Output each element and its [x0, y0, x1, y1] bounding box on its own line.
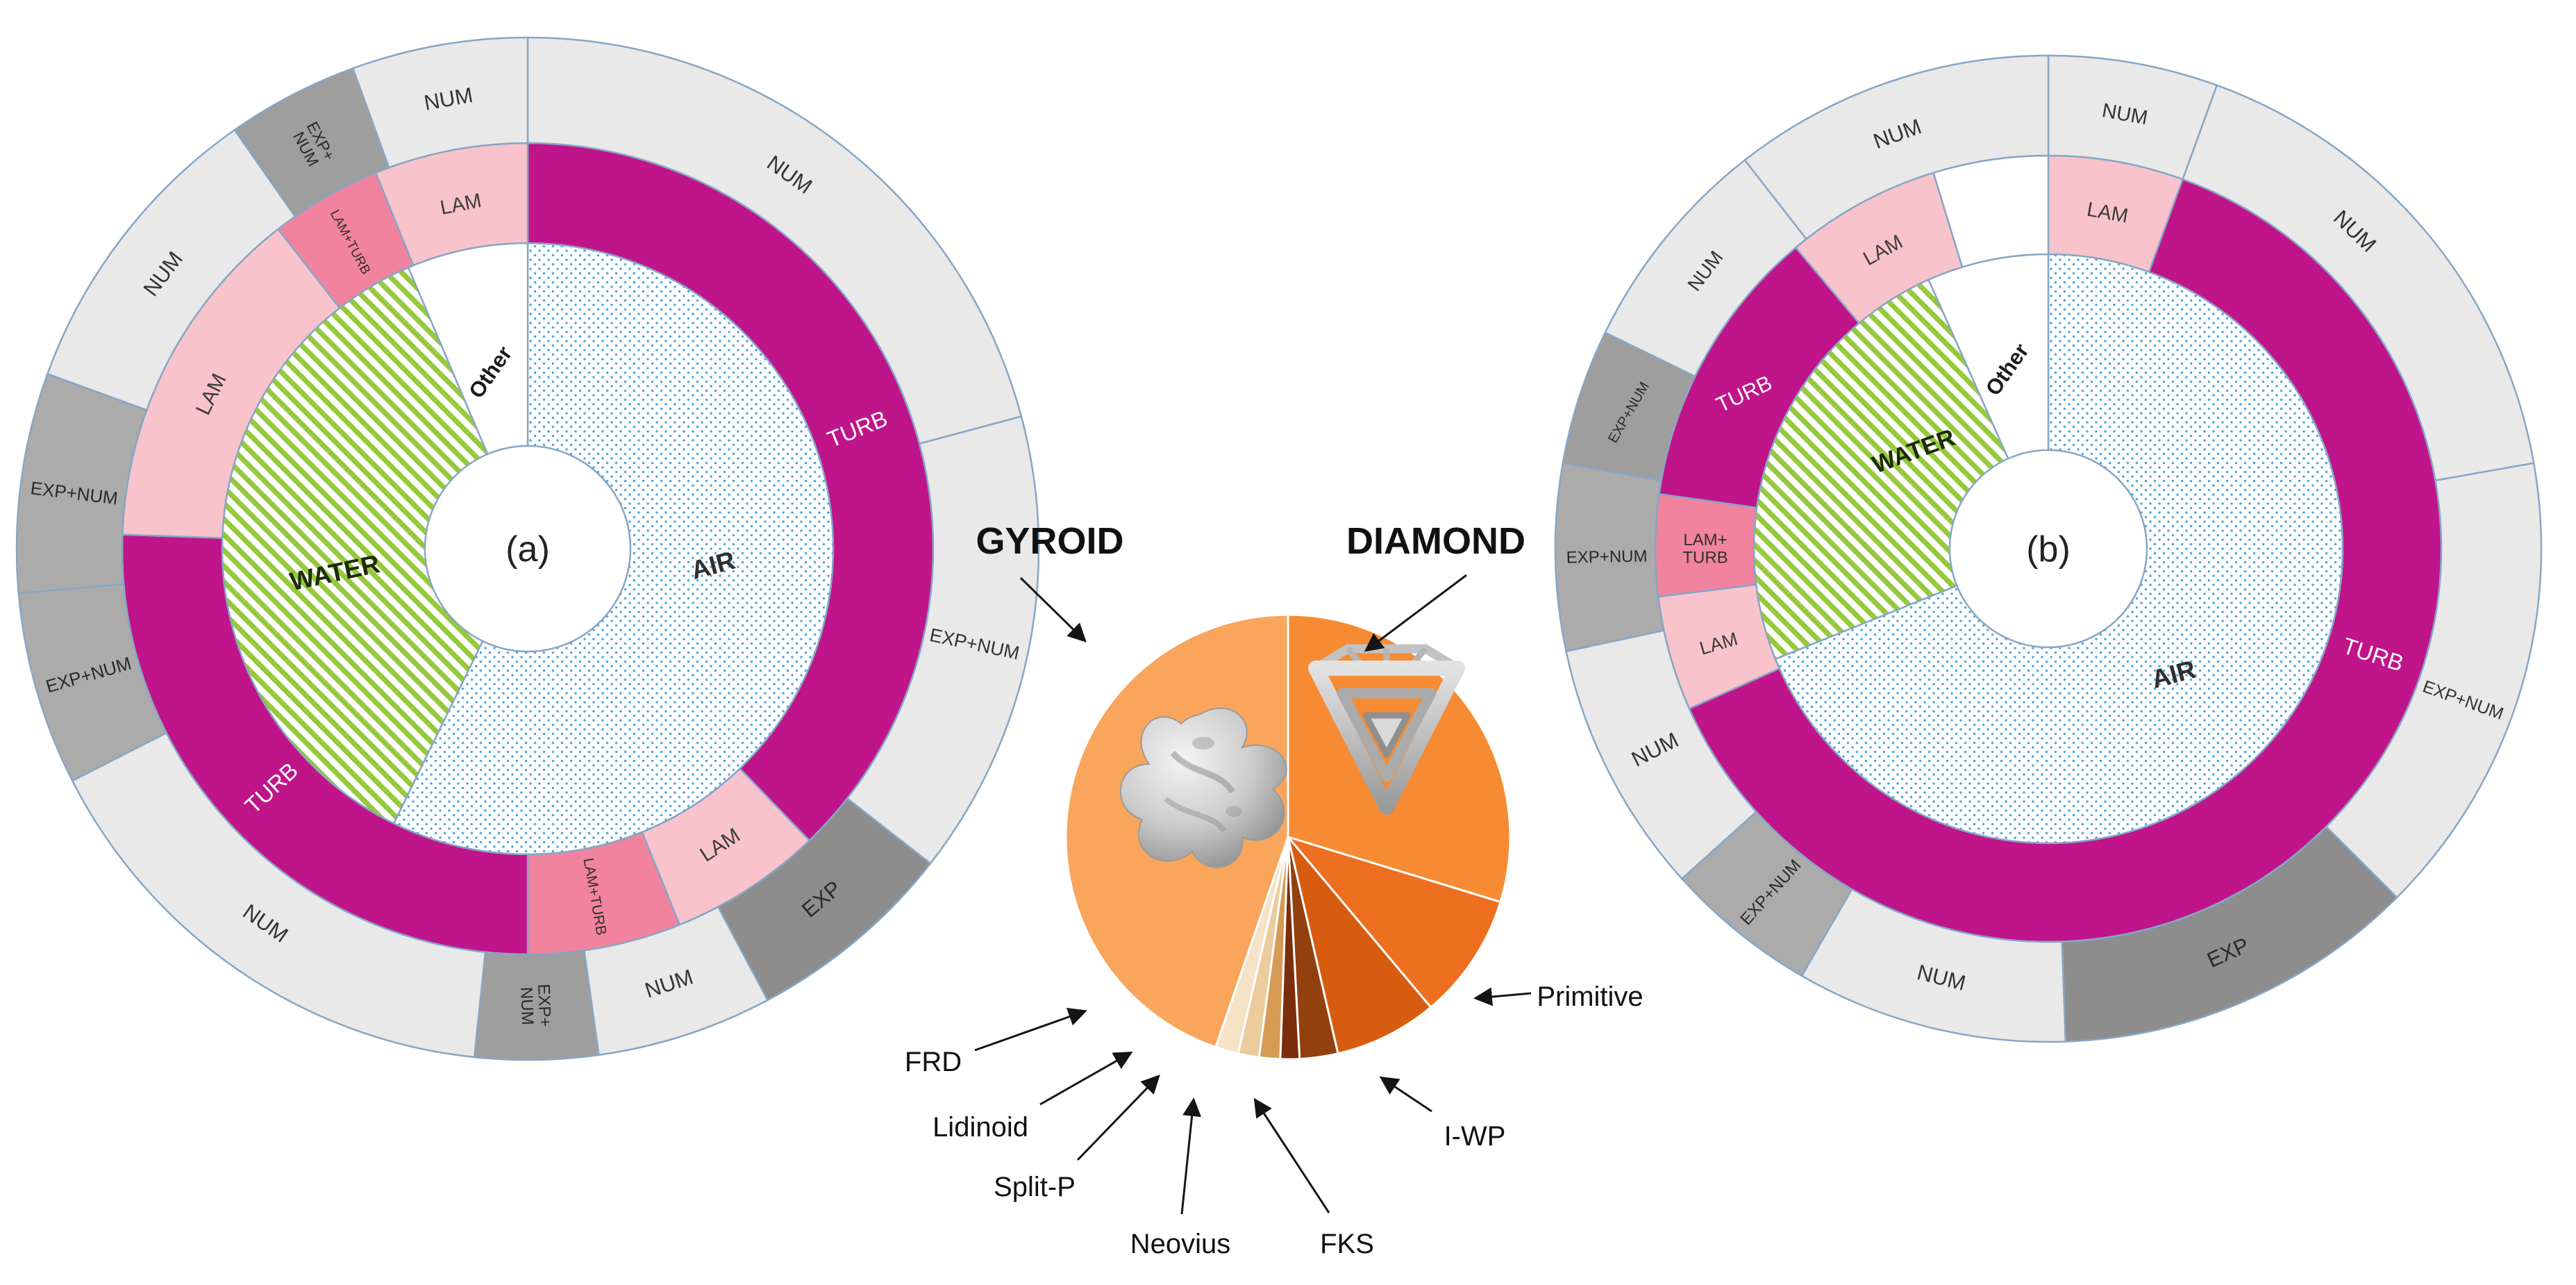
diamond-annotation-label: DIAMOND: [1346, 520, 1525, 562]
lidinoid-arrow: [1039, 1051, 1133, 1106]
chart-b-center-label: (b): [2026, 529, 2071, 570]
i-wp-arrow: [1379, 1076, 1432, 1113]
fks-arrow: [1253, 1097, 1330, 1213]
pie-annotations: GYROID DIAMOND Primitive I-WP FKS Neovius Spli…: [905, 520, 1644, 1259]
split-p-arrow: [1076, 1075, 1160, 1161]
pie-slice-i-wp: [1287, 836, 1432, 1055]
sunburst-chart-a: AIRWATEROtherTURBLAMLAM+TURBTURBLAMLAM+T…: [15, 36, 1040, 1061]
i-wp-annotation-label: I-WP: [1444, 1121, 1506, 1152]
neovius-arrow: [1180, 1097, 1202, 1215]
primitive-arrow: [1473, 987, 1532, 1006]
chart-b-methodology-num-segment: [1743, 54, 2050, 240]
chart-a-center-label: (a): [505, 529, 550, 570]
chart-a-methodology-exp-num-label: EXP+NUM: [288, 119, 338, 172]
diamond-arrow: [1364, 574, 1467, 652]
chart-a-methodology-exp-num-label: EXP+NUM: [517, 984, 554, 1028]
chart-b-flow-regime-lam-turb-label: LAM+ TURB: [1682, 531, 1728, 567]
frd-arrow: [974, 1007, 1087, 1052]
fks-annotation-label: FKS: [1320, 1229, 1374, 1259]
tpms-type-pie-chart: GYROID DIAMOND Primitive I-WP FKS Neovius Spli…: [905, 520, 1644, 1259]
split-p-annotation-label: Split-P: [994, 1172, 1076, 1202]
gyroid-arrow: [1019, 577, 1087, 642]
chart-b-methodology-exp-num-label: EXP+NUM: [1566, 547, 1648, 567]
gyroid-structure-image: [1119, 707, 1287, 868]
chart-a-methodology-num-segment: [526, 36, 1023, 445]
lidinoid-annotation-label: Lidinoid: [932, 1112, 1028, 1143]
primitive-annotation-label: Primitive: [1537, 981, 1643, 1012]
chart-a-methodology-num-segment: [351, 36, 529, 169]
neovius-annotation-label: Neovius: [1130, 1229, 1231, 1259]
pie-slice-primitive: [1285, 835, 1502, 1009]
diamond-structure-image: [1308, 644, 1465, 815]
gyroid-annotation-label: GYROID: [976, 520, 1123, 562]
frd-annotation-label: FRD: [905, 1047, 962, 1077]
